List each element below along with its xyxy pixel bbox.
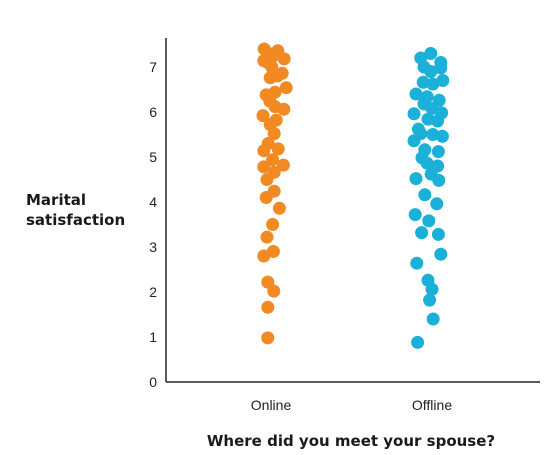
data-point-offline [422, 214, 436, 228]
x-tick-label: Offline [412, 397, 452, 413]
data-point-online [259, 191, 273, 204]
data-point-online [260, 173, 274, 186]
y-axis-title: Marital satisfaction [26, 191, 125, 229]
data-point-online [279, 81, 293, 95]
data-point-offline [432, 173, 446, 187]
data-point-offline [425, 282, 439, 296]
y-tick-labels: 0 1 2 3 4 5 6 7 [149, 59, 157, 390]
data-point-offline [416, 75, 430, 89]
data-point-offline [410, 256, 424, 270]
y-tick-label: 7 [149, 59, 157, 75]
data-point-online [277, 52, 291, 66]
data-point-online [266, 153, 280, 167]
data-point-offline [435, 129, 449, 143]
data-point-online [260, 230, 274, 244]
data-point-online [272, 201, 286, 215]
data-point-offline [409, 172, 423, 186]
data-point-online [257, 144, 271, 158]
data-point-online [261, 300, 275, 314]
data-point-offline [421, 112, 435, 126]
y-tick-label: 1 [149, 329, 157, 345]
data-point-online [263, 71, 277, 85]
x-tick-label: Online [251, 397, 292, 413]
data-point-offline [423, 293, 437, 307]
data-point-online [257, 160, 271, 174]
data-point-online [271, 142, 285, 156]
data-point-offline [424, 65, 438, 78]
x-axis-title: Where did you meet your spouse? [207, 432, 495, 450]
data-point-online [266, 218, 280, 231]
y-tick-label: 4 [149, 194, 157, 210]
data-point-online [277, 102, 291, 116]
data-point-offline [420, 156, 434, 170]
data-point-offline [434, 61, 448, 75]
y-tick-label: 6 [149, 104, 157, 120]
data-point-offline [431, 114, 445, 128]
data-point-offline [409, 87, 423, 101]
data-point-online [276, 158, 290, 172]
y-tick-label: 5 [149, 149, 157, 165]
data-point-offline [411, 335, 425, 349]
data-point-offline [431, 227, 445, 241]
data-point-offline [407, 107, 421, 121]
data-point-online [267, 284, 281, 298]
y-tick-label: 0 [149, 374, 157, 390]
y-axis-title-line: satisfaction [26, 211, 125, 229]
data-point-offline [430, 197, 444, 211]
data-point-offline [436, 74, 450, 87]
y-tick-label: 2 [149, 284, 157, 300]
data-point-offline [408, 208, 422, 222]
data-point-offline [426, 128, 440, 141]
data-point-online [256, 109, 270, 123]
data-point-online [267, 127, 281, 141]
y-tick-label: 3 [149, 239, 157, 255]
data-point-offline [431, 145, 445, 159]
data-point-online [261, 331, 275, 345]
x-tick-labels: Online Offline [251, 397, 453, 413]
data-point-offline [424, 47, 438, 60]
data-point-offline [407, 134, 421, 148]
data-points [256, 42, 450, 349]
data-point-offline [426, 77, 440, 91]
data-point-offline [418, 188, 432, 202]
data-point-offline [426, 312, 440, 326]
y-axis-title-line: Marital [26, 191, 86, 209]
data-point-offline [434, 247, 448, 261]
data-point-online [257, 249, 271, 263]
data-point-offline [415, 226, 429, 240]
